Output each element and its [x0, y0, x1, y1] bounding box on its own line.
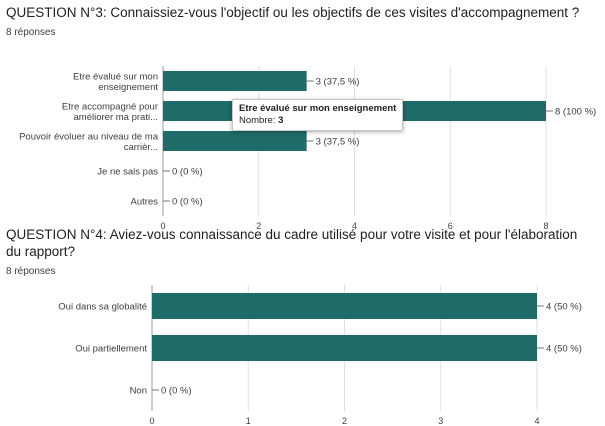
category-label: Je ne sais pas [97, 167, 158, 178]
question-4-response-count: 8 réponses [6, 266, 56, 277]
data-label: 4 (50 %) [546, 302, 582, 313]
category-label: enseignement [98, 82, 158, 93]
x-tick-label: 2 [342, 416, 347, 426]
category-label: Oui dans sa globalité [58, 302, 147, 313]
bar-tooltip: Etre évalué sur mon enseignement Nombre:… [232, 99, 404, 131]
question-3-header: QUESTION N°3: Connaissiez-vous l'objecti… [6, 4, 596, 38]
data-label: 8 (100 %) [555, 107, 596, 118]
bar[interactable] [152, 335, 537, 361]
category-label: Pouvoir évoluer au niveau de ma [19, 131, 159, 142]
question-4-header: QUESTION N°4: Aviez-vous connaissance du… [6, 226, 596, 277]
x-tick-label: 6 [448, 221, 453, 231]
question-3-title: QUESTION N°3: Connaissiez-vous l'objecti… [6, 5, 580, 20]
bar[interactable] [163, 71, 307, 91]
category-label: Oui partiellement [75, 344, 147, 355]
x-tick-label: 0 [149, 416, 154, 426]
tooltip-category: Etre évalué sur mon enseignement [239, 103, 397, 114]
data-label: 0 (0 %) [161, 386, 192, 397]
category-label: Etre évalué sur mon [73, 71, 158, 82]
data-label: 3 (37,5 %) [316, 137, 360, 148]
tooltip-value: 3 [278, 115, 284, 126]
x-tick-label: 2 [256, 221, 261, 231]
x-tick-label: 4 [534, 416, 539, 426]
x-tick-label: 1 [246, 416, 251, 426]
category-label: carrièr... [124, 142, 158, 153]
category-label: Autres [131, 197, 159, 208]
x-tick-label: 8 [543, 221, 548, 231]
data-label: 3 (37,5 %) [316, 77, 360, 88]
data-label: 0 (0 %) [172, 197, 203, 208]
x-tick-label: 4 [352, 221, 357, 231]
tooltip-label: Nombre: [239, 115, 276, 126]
category-label: Etre accompagné pour [62, 101, 158, 112]
question-4-bar-chart: 0 1 2 3 4 Oui dans sa globalité 4 (50 %) Oui pa… [58, 285, 582, 426]
x-tick-label: 3 [438, 416, 443, 426]
x-tick-label: 0 [160, 221, 165, 231]
question-3-response-count: 8 réponses [6, 27, 56, 38]
question-4-title: QUESTION N°4: Aviez-vous connaissance du… [6, 227, 578, 259]
category-label: améliorer ma prati... [74, 112, 158, 123]
category-label: Non [130, 386, 147, 397]
bar[interactable] [152, 293, 537, 319]
data-label: 0 (0 %) [172, 167, 203, 178]
bar[interactable] [163, 131, 307, 151]
data-label: 4 (50 %) [546, 344, 582, 355]
